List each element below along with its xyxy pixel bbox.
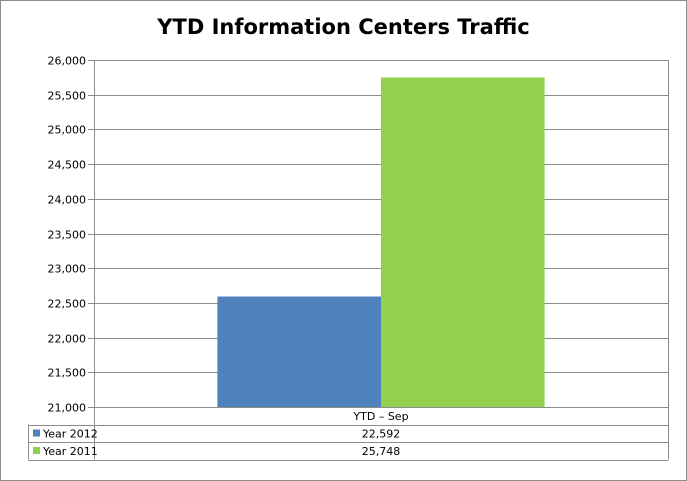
y-tick-label: 24,000 <box>48 194 87 207</box>
data-value-label: 25,748 <box>362 445 401 458</box>
legend-swatch <box>33 447 40 454</box>
y-tick-label: 21,000 <box>48 402 87 415</box>
bars <box>217 77 545 407</box>
axes: 21,000 21,500 22,000 22,500 23,000 23,500 24,0… <box>48 55 669 460</box>
legend-label: Year 2011 <box>42 445 98 458</box>
y-tick-label: 26,000 <box>48 55 87 68</box>
bar-year-2011 <box>381 77 545 407</box>
legend-label: Year 2012 <box>42 428 98 441</box>
data-table: YTD – Sep Year 2012 22,592 Year 2011 25,748 <box>28 407 669 461</box>
y-tick-label: 25,500 <box>48 90 87 103</box>
y-tick-label: 25,000 <box>48 124 87 137</box>
y-tick-label: 23,000 <box>48 263 87 276</box>
data-value-label: 22,592 <box>362 428 401 441</box>
y-tick-label: 24,500 <box>48 159 87 172</box>
bar-year-2012 <box>217 296 381 407</box>
y-tick-label: 22,000 <box>48 333 87 346</box>
y-tick-label: 22,500 <box>48 298 87 311</box>
y-tick-label: 23,500 <box>48 229 87 242</box>
category-label: YTD – Sep <box>352 410 408 423</box>
y-tick-label: 21,500 <box>48 367 87 380</box>
chart-title: YTD Information Centers Traffic <box>157 15 530 39</box>
legend-swatch <box>33 429 40 437</box>
